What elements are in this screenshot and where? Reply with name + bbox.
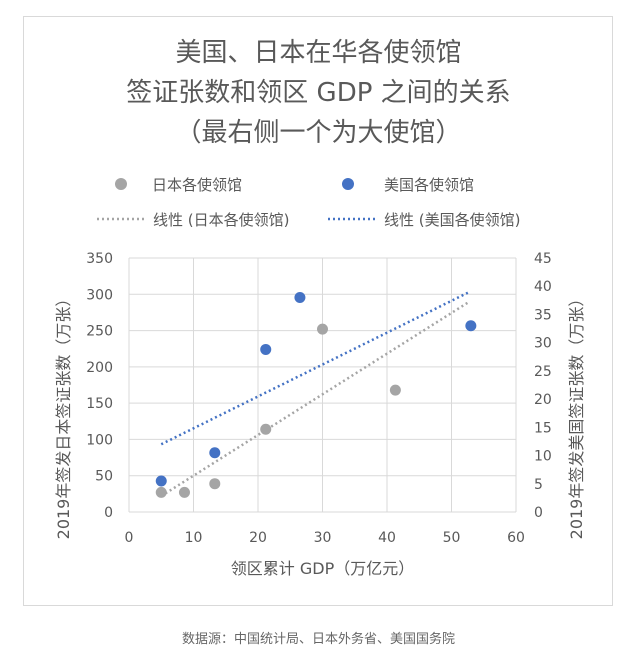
y-right-tick-label: 10 bbox=[534, 449, 552, 465]
point-japan bbox=[260, 423, 272, 435]
x-tick-label: 40 bbox=[378, 530, 396, 546]
y-left-tick-label: 200 bbox=[86, 360, 113, 376]
chart-title-line-3: （最右侧一个为大使馆） bbox=[175, 118, 462, 148]
legend-label-usa-trend: 线性 (美国各使领馆) bbox=[384, 211, 521, 229]
legend-marker-usa bbox=[342, 178, 354, 190]
point-japan bbox=[317, 323, 328, 335]
legend-label-japan: 日本各使领馆 bbox=[152, 176, 243, 194]
y-left-axis-title: 2019年签发日本签证张数（万张） bbox=[54, 291, 73, 540]
y-right-tick-label: 35 bbox=[534, 307, 552, 323]
y-left-tick-label: 250 bbox=[86, 324, 113, 340]
y-right-tick-label: 5 bbox=[534, 477, 543, 493]
legend-marker-japan bbox=[115, 178, 127, 190]
y-right-tick-label: 0 bbox=[534, 505, 543, 521]
chart-frame bbox=[23, 16, 613, 606]
y-right-tick-label: 25 bbox=[534, 364, 552, 380]
chart-title-line-1: 美国、日本在华各使领馆 bbox=[175, 38, 462, 68]
chart-title-line-2: 签证张数和领区 GDP 之间的关系 bbox=[126, 78, 511, 108]
x-tick-label: 10 bbox=[185, 530, 203, 546]
y-right-tick-label: 30 bbox=[534, 336, 552, 352]
x-axis-title: 领区累计 GDP（万亿元） bbox=[231, 559, 414, 578]
y-right-tick-label: 40 bbox=[534, 279, 552, 295]
point-usa bbox=[294, 292, 306, 304]
point-usa bbox=[209, 447, 221, 459]
y-right-tick-label: 20 bbox=[534, 392, 552, 408]
y-left-tick-label: 100 bbox=[86, 432, 113, 448]
point-japan bbox=[209, 478, 221, 490]
point-usa bbox=[260, 343, 272, 355]
x-tick-label: 50 bbox=[443, 530, 461, 546]
y-left-tick-label: 300 bbox=[86, 287, 113, 303]
y-left-tick-label: 350 bbox=[86, 251, 113, 267]
point-japan bbox=[178, 486, 190, 498]
y-left-tick-label: 0 bbox=[104, 505, 113, 521]
point-usa bbox=[465, 320, 477, 332]
source-note: 数据源：中国统计局、日本外务省、美国国务院 bbox=[181, 632, 455, 647]
trendline-usa bbox=[160, 290, 471, 446]
y-left-tick-label: 50 bbox=[95, 469, 113, 485]
legend-label-japan-trend: 线性 (日本各使领馆) bbox=[153, 211, 290, 229]
y-right-axis-title: 2019年签发美国签证张数（万张） bbox=[567, 291, 586, 540]
point-japan bbox=[155, 486, 167, 498]
point-usa bbox=[155, 475, 167, 487]
x-tick-label: 30 bbox=[314, 530, 332, 546]
x-tick-label: 0 bbox=[125, 530, 134, 546]
y-right-tick-label: 45 bbox=[534, 251, 552, 267]
point-japan bbox=[389, 384, 401, 396]
y-right-tick-label: 15 bbox=[534, 420, 552, 436]
y-left-tick-label: 150 bbox=[86, 396, 113, 412]
x-tick-label: 60 bbox=[507, 530, 525, 546]
trendline-japan bbox=[160, 300, 471, 498]
x-tick-label: 20 bbox=[249, 530, 267, 546]
legend-label-usa: 美国各使领馆 bbox=[384, 176, 475, 194]
